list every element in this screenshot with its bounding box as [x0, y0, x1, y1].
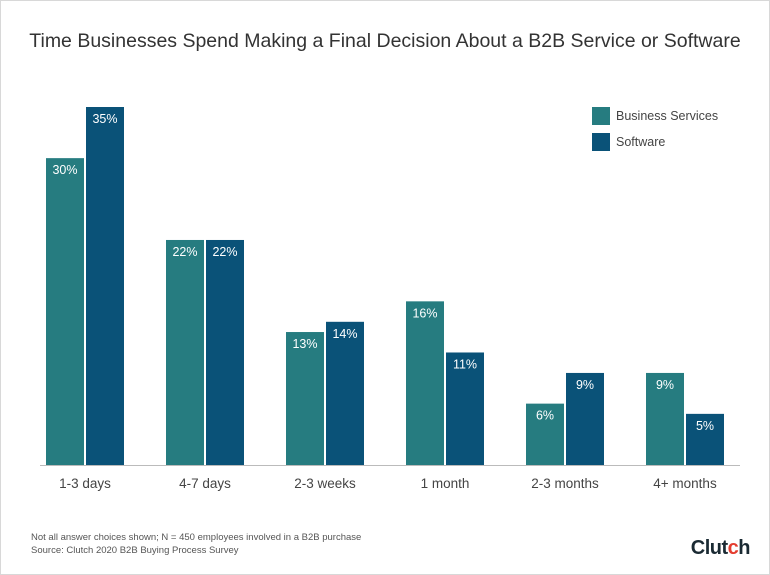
bar	[46, 158, 84, 465]
x-tick-label: 2-3 weeks	[294, 476, 356, 491]
data-label: 9%	[656, 378, 674, 392]
data-label: 11%	[453, 357, 477, 371]
legend-swatch	[592, 107, 610, 125]
data-label: 5%	[696, 419, 714, 433]
bar	[526, 403, 564, 465]
legend-label: Business Services	[616, 109, 718, 123]
x-tick-label: 1-3 days	[59, 476, 111, 491]
legend-label: Software	[616, 135, 665, 149]
data-label: 22%	[212, 245, 237, 259]
data-label: 13%	[292, 337, 317, 351]
bar	[206, 239, 244, 465]
x-tick-label: 1 month	[421, 476, 470, 491]
legend-swatch	[592, 133, 610, 151]
data-label: 14%	[332, 327, 357, 341]
data-label: 22%	[172, 245, 197, 259]
data-label: 35%	[92, 112, 117, 126]
x-tick-label: 2-3 months	[531, 476, 599, 491]
bar	[446, 352, 484, 465]
data-label: 30%	[52, 163, 77, 177]
bar	[326, 321, 364, 465]
x-tick-label: 4+ months	[653, 476, 717, 491]
bar	[406, 301, 444, 465]
data-label: 9%	[576, 378, 594, 392]
bar	[566, 372, 604, 465]
bar	[686, 413, 724, 465]
data-label: 16%	[412, 306, 437, 320]
source-note: Source: Clutch 2020 B2B Buying Process S…	[31, 545, 239, 556]
data-label: 6%	[536, 409, 554, 423]
footnote: Not all answer choices shown; N = 450 em…	[31, 532, 362, 543]
bar	[166, 239, 204, 465]
clutch-logo: Clutch	[690, 537, 751, 559]
chart-title: Time Businesses Spend Making a Final Dec…	[29, 30, 741, 52]
x-tick-label: 4-7 days	[179, 476, 231, 491]
bar	[286, 332, 324, 465]
bar	[86, 107, 124, 465]
bar	[646, 372, 684, 465]
